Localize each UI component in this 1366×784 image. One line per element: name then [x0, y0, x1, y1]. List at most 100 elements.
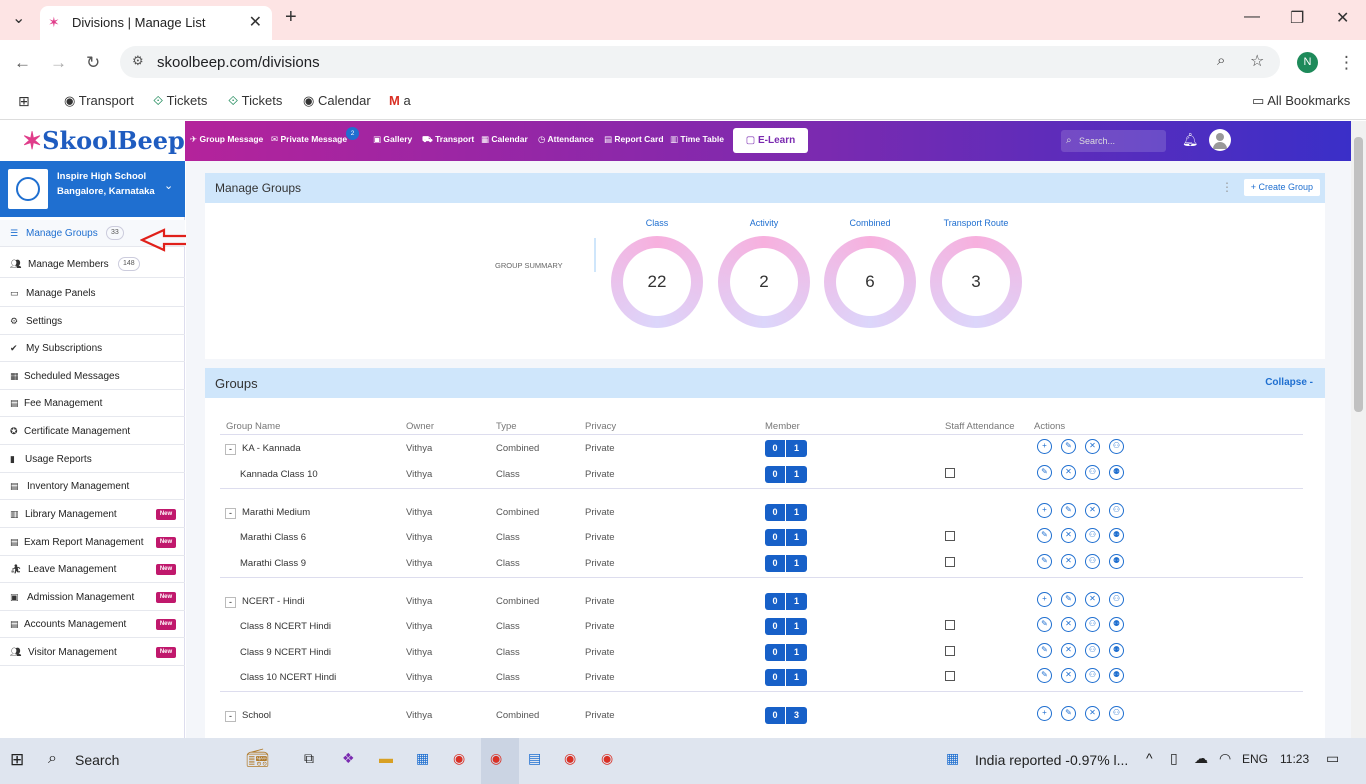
remove-icon[interactable]: ✕: [1061, 554, 1076, 569]
reload-icon[interactable]: ↻: [86, 53, 101, 72]
edit-icon[interactable]: ✎: [1061, 503, 1076, 518]
edit-icon[interactable]: ✎: [1037, 528, 1052, 543]
skoolbeep-logo[interactable]: ✶SkoolBeep: [0, 121, 185, 161]
nav-attendance[interactable]: ◷ Attendance: [538, 134, 594, 144]
remove-icon[interactable]: ✕: [1061, 668, 1076, 683]
sidebar-item-admission-management[interactable]: ▣ Admission Management New: [0, 584, 185, 611]
zoom-icon[interactable]: ⌕: [1217, 52, 1226, 69]
back-icon[interactable]: ←: [14, 53, 31, 72]
windows-start-icon[interactable]: ⊞: [10, 750, 25, 769]
group-name[interactable]: Marathi Class 6: [240, 532, 306, 543]
taskbar-search-icon[interactable]: ⌕: [48, 750, 57, 767]
task-view-icon[interactable]: ⧉: [304, 750, 314, 766]
sidebar-item-exam-report-management[interactable]: ▤ Exam Report Management New: [0, 529, 185, 556]
copilot-icon[interactable]: ❖: [342, 750, 355, 766]
remove-icon[interactable]: ✕: [1085, 503, 1100, 518]
edit-icon[interactable]: ✎: [1037, 465, 1052, 480]
sidebar-item-subscriptions[interactable]: ✔ My Subscriptions: [0, 335, 185, 362]
add-members-icon[interactable]: ⚉: [1109, 528, 1124, 543]
sidebar-item-accounts-management[interactable]: ▤ Accounts Management New: [0, 611, 185, 638]
sidebar-item-usage-reports[interactable]: ▮ Usage Reports: [0, 446, 185, 473]
staff-attendance-checkbox[interactable]: [945, 531, 955, 541]
browser-tab[interactable]: ✶ Divisions | Manage List ✕: [40, 6, 272, 40]
sidebar-item-manage-members[interactable]: 👥︎ Manage Members 148: [0, 251, 185, 278]
group-name[interactable]: Class 8 NCERT Hindi: [240, 621, 331, 632]
nav-private-message[interactable]: ✉ Private Message: [271, 134, 348, 144]
nav-calendar[interactable]: ▦ Calendar: [481, 134, 528, 144]
edit-icon[interactable]: ✎: [1037, 668, 1052, 683]
file-explorer-icon[interactable]: ▬: [379, 750, 393, 766]
group-name[interactable]: Class 9 NCERT Hindi: [240, 647, 331, 658]
members-icon[interactable]: ⚇: [1085, 643, 1100, 658]
elearn-button[interactable]: ▢ E-Learn: [733, 128, 808, 153]
sidebar-item-scheduled-messages[interactable]: ▦ Scheduled Messages: [0, 363, 185, 390]
store-icon[interactable]: ▦: [416, 750, 430, 766]
group-name[interactable]: NCERT - Hindi: [242, 596, 305, 607]
staff-attendance-checkbox[interactable]: [945, 646, 955, 656]
remove-icon[interactable]: ✕: [1061, 465, 1076, 480]
all-bookmarks[interactable]: ▭ All Bookmarks: [1252, 93, 1351, 108]
add-members-icon[interactable]: ⚉: [1109, 617, 1124, 632]
add-members-icon[interactable]: ⚉: [1109, 668, 1124, 683]
nav-transport[interactable]: ⛟ Transport: [422, 134, 475, 144]
restore-icon[interactable]: ❐: [1290, 10, 1305, 27]
apps-grid-icon[interactable]: ⊞: [18, 93, 30, 109]
members-icon[interactable]: ⚇: [1109, 706, 1124, 721]
add-icon[interactable]: +: [1037, 592, 1052, 607]
add-icon[interactable]: +: [1037, 439, 1052, 454]
new-tab-icon[interactable]: +: [285, 6, 297, 28]
edit-icon[interactable]: ✎: [1061, 592, 1076, 607]
address-bar[interactable]: ⚙ skoolbeep.com/divisions ⌕ ☆: [120, 46, 1280, 78]
language-indicator[interactable]: ENG: [1242, 752, 1269, 766]
bookmark-transport[interactable]: ◉ Transport: [64, 93, 134, 108]
sidebar-item-visitor-management[interactable]: 👥︎ Visitor Management New: [0, 639, 185, 666]
notification-center-icon[interactable]: ▭: [1326, 750, 1340, 766]
active-chrome-taskbar[interactable]: [481, 738, 519, 784]
radio-widget-icon[interactable]: 📻︎: [246, 748, 269, 768]
group-name[interactable]: KA - Kannada: [242, 443, 301, 454]
members-icon[interactable]: ⚇: [1109, 592, 1124, 607]
remove-icon[interactable]: ✕: [1085, 706, 1100, 721]
chrome-icon[interactable]: ◉: [453, 750, 466, 766]
members-icon[interactable]: ⚇: [1109, 439, 1124, 454]
add-members-icon[interactable]: ⚉: [1109, 465, 1124, 480]
chrome-profile-2-icon[interactable]: ◉: [601, 750, 614, 766]
nav-report-card[interactable]: ▤ Report Card: [604, 134, 664, 144]
group-name[interactable]: Kannada Class 10: [240, 469, 318, 480]
weather-cloud-icon[interactable]: ☁: [1194, 750, 1208, 766]
edit-icon[interactable]: ✎: [1037, 617, 1052, 632]
nav-time-table[interactable]: ▥ Time Table: [670, 134, 725, 144]
remove-icon[interactable]: ✕: [1085, 592, 1100, 607]
bookmark-star-icon[interactable]: ☆: [1250, 53, 1265, 70]
menu-icon[interactable]: ⋮: [1338, 53, 1355, 72]
edit-icon[interactable]: ✎: [1037, 643, 1052, 658]
nav-group-message[interactable]: ✈ Group Message: [190, 134, 264, 144]
remove-icon[interactable]: ✕: [1061, 528, 1076, 543]
nav-gallery[interactable]: ▣ Gallery: [373, 134, 413, 144]
sidebar-item-settings[interactable]: ⚙ Settings: [0, 308, 185, 335]
members-icon[interactable]: ⚇: [1085, 528, 1100, 543]
page-scrollbar[interactable]: [1351, 121, 1366, 738]
news-ticker[interactable]: India reported -0.97% l...: [975, 752, 1129, 768]
collapse-button[interactable]: Collapse -: [1265, 377, 1313, 388]
bookmark-tickets-2[interactable]: ⟐ Tickets: [228, 93, 283, 108]
taskbar-search-label[interactable]: Search: [75, 752, 120, 768]
edit-icon[interactable]: ✎: [1037, 554, 1052, 569]
members-icon[interactable]: ⚇: [1085, 617, 1100, 632]
edit-icon[interactable]: ✎: [1061, 439, 1076, 454]
chrome-profile-icon[interactable]: ◉: [564, 750, 577, 766]
more-options-icon[interactable]: ⋮: [1221, 180, 1233, 194]
search-input[interactable]: ⌕ Search...: [1061, 130, 1166, 152]
members-icon[interactable]: ⚇: [1085, 554, 1100, 569]
members-icon[interactable]: ⚇: [1109, 503, 1124, 518]
clock[interactable]: 11:23: [1280, 752, 1310, 766]
group-name[interactable]: School: [242, 710, 272, 721]
bell-icon[interactable]: 🔔︎: [1182, 132, 1199, 147]
chrome-active-icon[interactable]: ◉: [490, 750, 503, 766]
notepad-icon[interactable]: ▤: [528, 750, 542, 766]
